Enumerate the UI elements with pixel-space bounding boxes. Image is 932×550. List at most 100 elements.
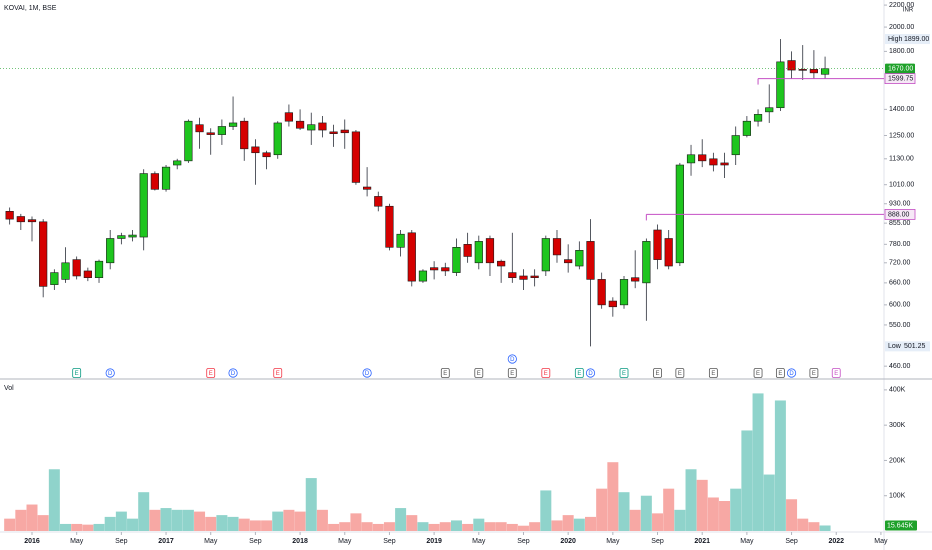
candle-body [362,186,372,190]
candle-body [731,135,740,156]
candle-body [720,162,729,166]
event-marker [585,368,596,378]
event-label: E [656,371,660,377]
volume-bar [640,495,652,531]
volume-bar [406,515,418,531]
price-tag [885,341,930,352]
volume-bar [60,523,72,531]
price-tag-label: 888.00 [888,211,910,218]
event-label: E [544,371,548,377]
price-tag-name: High [888,36,903,43]
volume-bar [663,488,675,531]
candle-body [195,124,204,133]
volume-bar [529,522,541,531]
volume-bar [93,523,105,531]
volume-bar [37,515,49,531]
candle-body [83,270,92,278]
candle-body [430,267,439,271]
event-label: E [577,371,581,377]
volume-bar [305,478,317,531]
volume-bar [819,525,831,531]
candle-body [27,219,37,223]
volume-bar [160,508,172,531]
event-label: E [711,371,715,377]
volume-bar [707,497,719,531]
candle-body [631,277,640,282]
candle-body [698,154,707,162]
y-tick-label: 400K [889,387,906,394]
x-tick-label: 2018 [292,538,308,545]
candle-body [228,122,238,127]
candle-body [619,279,629,306]
volume-bar [439,522,451,531]
volume-bar [138,492,150,531]
candle-body [586,241,595,280]
candle-body [16,216,25,223]
volume-bar [4,518,16,531]
x-tick-label: May [70,538,84,545]
volume-bar [171,509,183,531]
price-tag [885,34,930,45]
candle-body [217,126,226,135]
y-tick-label: 100K [889,493,906,500]
event-label: D [510,357,515,363]
candle-body [776,61,785,109]
x-tick-label: 2017 [158,538,174,545]
volume-bar [562,515,574,531]
candle-body [597,279,606,306]
event-label: D [365,371,370,377]
event-label: E [510,371,514,377]
candle-body [161,166,171,190]
price-tag-label: 1599.75 [888,75,913,82]
x-tick-label: 2016 [24,538,40,545]
event-label: E [812,371,816,377]
event-label: E [276,371,280,377]
volume-bar [540,490,552,531]
volume-bar [261,520,273,531]
x-tick-label: May [338,538,352,545]
volume-bar [227,516,239,531]
event-marker [105,368,115,378]
candle-body [284,112,294,122]
event-marker [541,368,551,378]
y-tick-label: 2200.00 [889,2,914,9]
event-marker [362,368,372,378]
candle-body [519,275,528,280]
candle-body [709,158,718,166]
volume-bar [104,516,116,531]
x-tick-label: Sep [651,538,664,545]
event-label: D [231,371,236,377]
price-tag-label: 1899.00 [904,36,929,43]
volume-bar [607,462,619,531]
event-marker [809,368,819,378]
event-label: D [108,371,113,377]
y-tick-label: 460.00 [889,363,911,370]
candle-body [686,154,696,164]
event-marker [206,368,216,378]
x-tick-label: Sep [115,538,128,545]
x-tick-label: 2022 [828,538,844,545]
volume-bar [652,513,664,531]
event-marker [507,354,517,364]
y-tick-label: 780.00 [889,241,911,248]
x-tick-label: 2021 [694,538,710,545]
y-tick-label: 1250.00 [889,132,914,139]
price-tag-label: 501.25 [904,343,926,350]
volume-bar [395,508,407,531]
event-marker [675,368,685,378]
candle-body [452,247,461,273]
event-label: E [477,371,481,377]
event-label: E [678,371,682,377]
volume-bar [674,509,686,531]
candle-body [497,260,506,267]
candle-body [273,122,282,156]
candle-body [530,275,539,278]
candle-body [184,120,193,162]
candle-body [307,124,316,131]
volume-bar [428,523,440,531]
volume-bar [272,511,284,531]
candle-body [608,300,617,308]
candle-body [61,262,70,280]
volume-bar [484,522,496,531]
